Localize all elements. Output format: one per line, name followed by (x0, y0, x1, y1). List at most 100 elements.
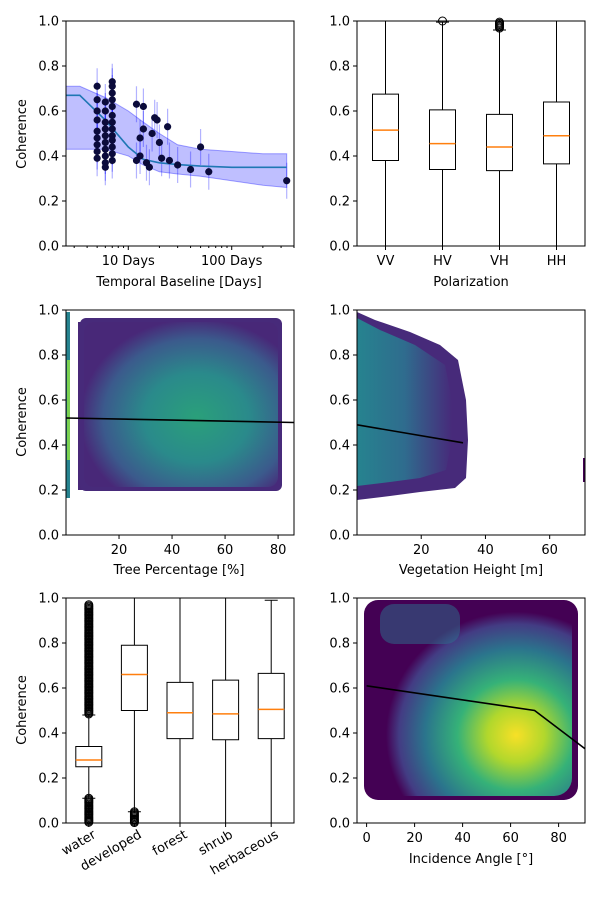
x-tick-label: 80 (550, 831, 567, 846)
axes: 20 40 60 80 0.0 0.2 0.4 0.6 0.8 1.0 (38, 304, 286, 559)
y-tick-label: 0.2 (38, 772, 59, 787)
data-point (139, 125, 147, 133)
x-tick-label: 20 (111, 543, 128, 558)
x-tick-label: 40 (477, 543, 494, 558)
scatter-points (93, 78, 291, 185)
data-point (101, 118, 109, 126)
y-tick-label: 0.4 (329, 439, 350, 454)
data-point (136, 152, 144, 160)
y-tick-label: 0.6 (38, 682, 59, 697)
box-iqr (120, 644, 148, 711)
heat-upper-band (380, 604, 460, 644)
boxes (372, 16, 570, 247)
data-point (132, 100, 141, 108)
plot-frame (65, 20, 295, 247)
data-point (93, 127, 101, 135)
fit-line (66, 417, 294, 424)
data-point (108, 89, 116, 97)
box-iqr (75, 746, 103, 768)
x-tick-label: forest (150, 827, 190, 859)
x-axis-label: Polarization (433, 275, 509, 290)
data-point (196, 143, 205, 151)
y-tick-label: 1.0 (38, 304, 59, 319)
y-tick-label: 1.0 (38, 592, 59, 607)
plot-frame (356, 309, 586, 536)
y-tick-label: 0.2 (38, 195, 59, 210)
fit-line-path (366, 685, 585, 750)
y-tick-label: 0.6 (38, 394, 59, 409)
y-tick-label: 1.0 (329, 304, 350, 319)
plot-frame (356, 597, 586, 824)
plot-frame (356, 20, 586, 247)
data-point (108, 118, 116, 126)
data-point (93, 107, 101, 115)
y-tick-label: 0.4 (38, 727, 59, 742)
y-tick-label: 0.6 (329, 394, 350, 409)
fit-line (366, 685, 585, 750)
plot-frame (65, 309, 295, 536)
data-point (205, 168, 213, 176)
y-tick-label: 0.8 (329, 637, 350, 652)
vegetation-height-panel: 20 40 60 0.0 0.2 0.4 0.6 0.8 1.0 Vegetation Heig… (329, 304, 586, 578)
x-tick-label: 100 Days (201, 254, 263, 269)
y-tick-label: 0.2 (38, 484, 59, 499)
data-point (108, 82, 116, 90)
y-axis-label: Coherence (15, 675, 30, 745)
x-tick-label: VH (490, 254, 509, 269)
data-point (108, 156, 116, 165)
box-iqr (486, 113, 513, 172)
y-tick-label: 0.4 (38, 150, 59, 165)
data-point (164, 123, 172, 131)
data-point (108, 96, 116, 104)
data-point (174, 161, 182, 169)
data-point (93, 82, 101, 90)
incidence-angle-panel: 0 20 40 60 80 0.0 0.2 0.4 0.6 0.8 1.0 Incidence An… (329, 592, 586, 867)
heat-edge-highlight (67, 360, 70, 460)
x-tick-label: 10 Days (102, 254, 155, 269)
x-tick-label: 40 (164, 543, 181, 558)
data-point (101, 98, 109, 106)
data-point (101, 107, 109, 115)
data-point (93, 96, 101, 104)
y-tick-label: 0.4 (38, 439, 59, 454)
y-tick-label: 0.6 (38, 105, 59, 120)
density-heatmap (66, 312, 282, 498)
y-tick-label: 0.0 (38, 529, 59, 544)
data-point (139, 102, 147, 111)
x-axis-label: Vegetation Height [m] (399, 563, 543, 578)
data-point (101, 125, 109, 133)
polarization-panel: VV HV VH HH 0.0 0.2 0.4 0.6 0.8 1.0 Polarization (329, 15, 586, 290)
y-tick-label: 1.0 (329, 592, 350, 607)
y-tick-label: 0.0 (329, 817, 350, 832)
data-point (93, 147, 101, 156)
fit-line-path (357, 424, 464, 444)
x-tick-label: 20 (413, 543, 430, 558)
y-axis-label: Coherence (15, 99, 30, 169)
flier (495, 23, 504, 33)
y-tick-label: 0.0 (329, 240, 350, 255)
data-point (186, 165, 195, 174)
tree-percentage-panel: 20 40 60 80 0.0 0.2 0.4 0.6 0.8 1.0 Tree Percenta… (15, 304, 295, 578)
data-point (136, 134, 144, 142)
data-point (108, 125, 116, 133)
y-tick-label: 0.2 (329, 484, 350, 499)
x-tick-label: 60 (502, 831, 519, 846)
x-axis-label: Temporal Baseline [Days] (95, 275, 262, 290)
data-point (108, 111, 116, 120)
axes: VV HV VH HH 0.0 0.2 0.4 0.6 0.8 1.0 (329, 15, 566, 270)
box-iqr (166, 681, 194, 740)
x-tick-label: HH (547, 254, 567, 269)
x-axis-label: Tree Percentage [%] (113, 563, 245, 578)
y-tick-label: 0.2 (329, 195, 350, 210)
heat-stray (583, 458, 585, 482)
data-point (148, 129, 156, 138)
data-point (145, 163, 153, 171)
y-tick-label: 0.8 (38, 349, 59, 364)
data-point (108, 102, 116, 111)
y-tick-label: 1.0 (329, 15, 350, 30)
y-axis-label: Coherence (15, 387, 30, 457)
y-tick-label: 1.0 (38, 15, 59, 30)
y-tick-label: 0.2 (329, 772, 350, 787)
x-tick-label: 60 (217, 543, 234, 558)
box-iqr (429, 109, 456, 170)
